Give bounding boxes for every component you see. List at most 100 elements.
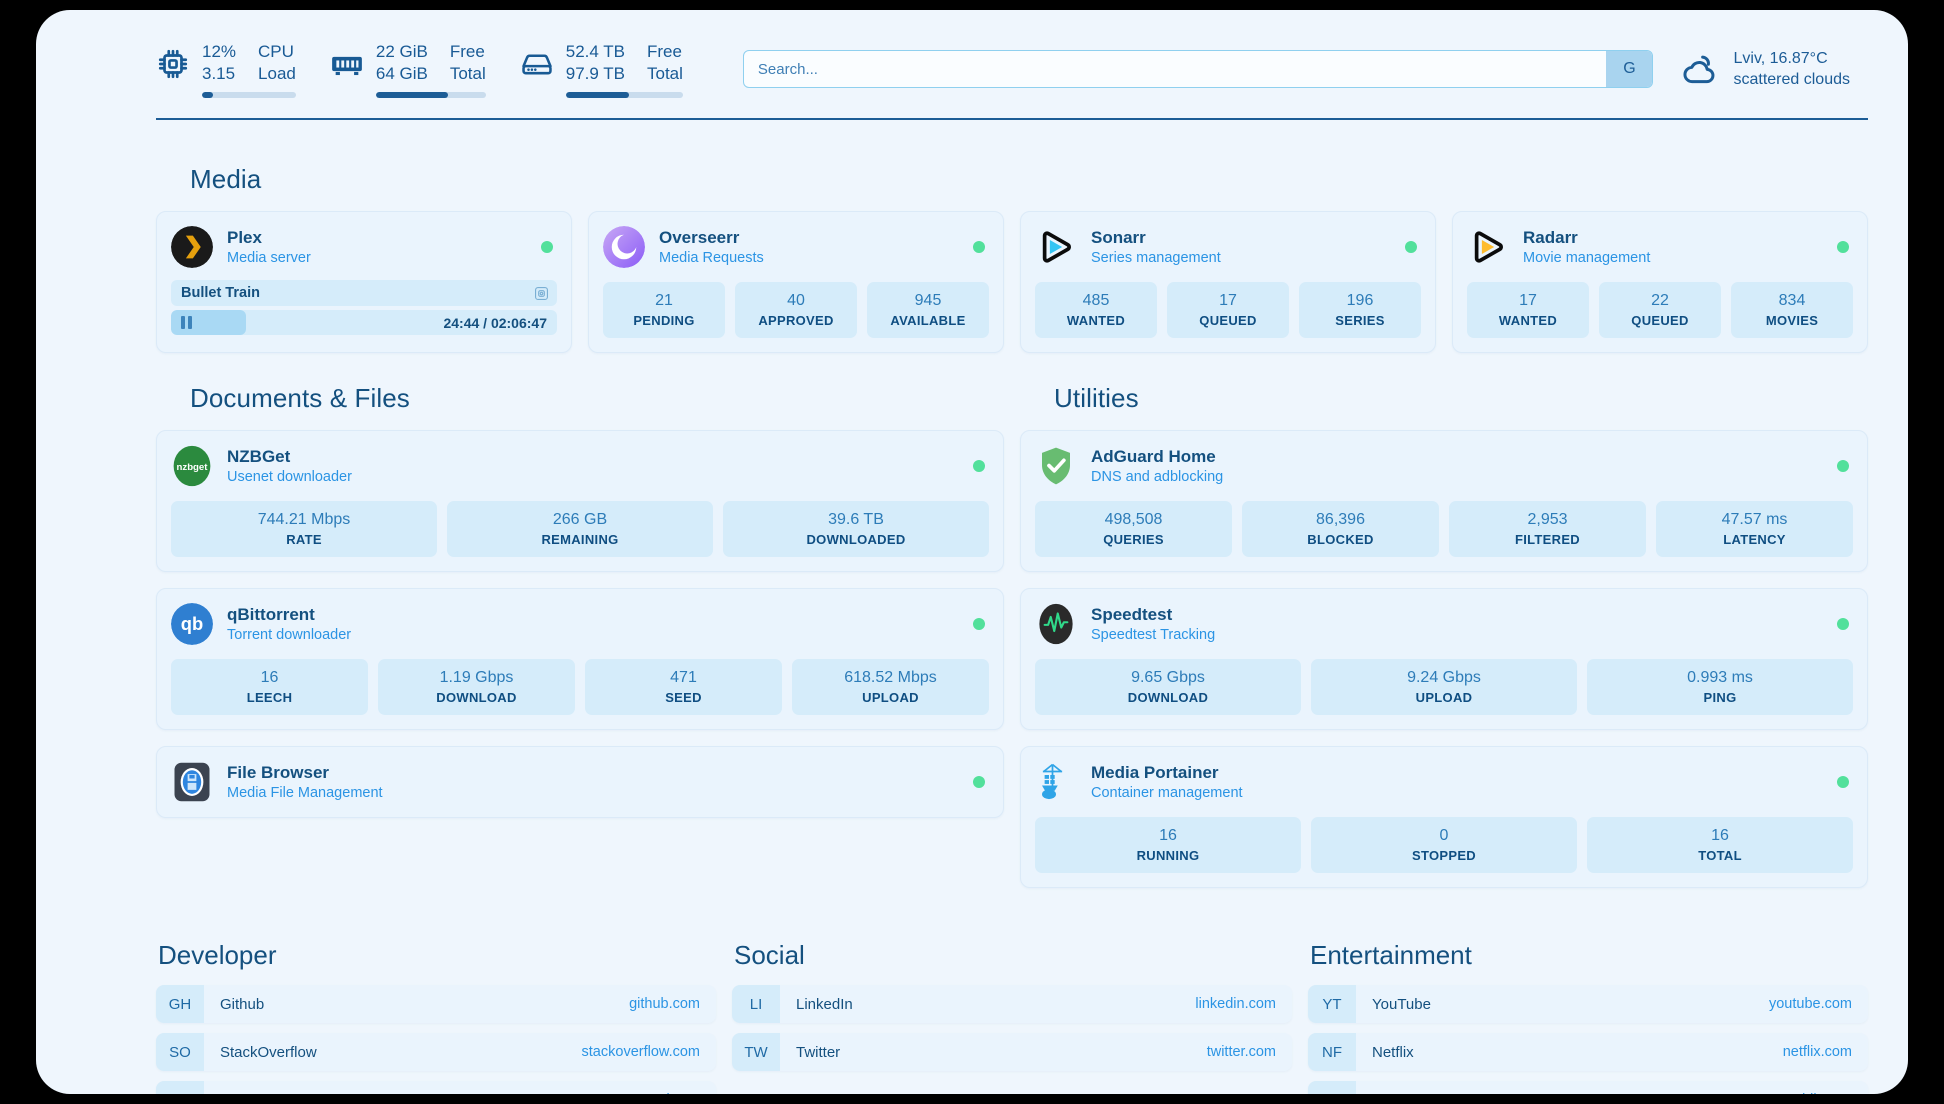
service-subtitle: Media File Management — [227, 784, 383, 801]
stat-tile[interactable]: 618.52 Mbps UPLOAD — [792, 659, 989, 715]
radarr-logo — [1467, 226, 1509, 268]
bookmark-item[interactable]: DTDEVdev.to — [156, 1081, 716, 1094]
search-submit-button[interactable]: G — [1606, 51, 1653, 87]
search-input[interactable] — [743, 51, 1607, 87]
stat-value: 618.52 Mbps — [844, 669, 937, 686]
pause-icon[interactable] — [181, 316, 192, 329]
stat-tile[interactable]: 0.993 ms PING — [1587, 659, 1853, 715]
stat-tile[interactable]: 22 QUEUED — [1599, 282, 1721, 338]
bookmark-badge: SO — [156, 1033, 204, 1071]
service-card[interactable]: Speedtest Speedtest Tracking 9.65 Gbps DOWN… — [1020, 588, 1868, 730]
stat-tile[interactable]: 744.21 Mbps RATE — [171, 501, 437, 557]
service-name: AdGuard Home — [1091, 446, 1216, 466]
search-box[interactable]: G — [742, 50, 1654, 88]
bookmark-label: YouTube — [1372, 995, 1431, 1013]
service-card[interactable]: Radarr Movie management 17 WANTED 22 QUEUED 83… — [1452, 211, 1868, 353]
stat-value: 21 — [655, 292, 673, 309]
stat-tile[interactable]: 1.19 Gbps DOWNLOAD — [378, 659, 575, 715]
stat-tile[interactable]: 266 GB REMAINING — [447, 501, 713, 557]
stat-label: WANTED — [1066, 313, 1126, 328]
stat-tile[interactable]: 21 PENDING — [603, 282, 725, 338]
dashboard-page: 12% 3.15 CPU Load — [36, 10, 1908, 1094]
stat-tile[interactable]: 0 STOPPED — [1311, 817, 1577, 873]
memory-total-label: Total — [449, 63, 486, 83]
bookmark-item[interactable]: SO StackOverflow stackoverflow.com — [156, 1033, 716, 1071]
service-card[interactable]: File Browser Media File Management — [156, 746, 1004, 818]
stat-value: 86,396 — [1316, 511, 1365, 528]
bookmark-item[interactable]: RERedditreddit.com — [1308, 1081, 1868, 1094]
stat-value: 16 — [260, 669, 279, 686]
service-card[interactable]: nzbget NZBGet Usenet downloader 744.21 Mbps… — [156, 430, 1004, 572]
stat-tile[interactable]: 16 TOTAL — [1587, 817, 1853, 873]
storage-total-value: 97.9 TB — [565, 63, 625, 83]
stat-label: SERIES — [1335, 313, 1385, 328]
service-card[interactable]: Sonarr Series management 485 WANTED 17 QUEUED… — [1020, 211, 1436, 353]
bookmark-item[interactable]: NF Netflix netflix.com — [1308, 1033, 1868, 1071]
section-title-utilities: Utilities — [1054, 383, 1139, 413]
stat-value: 22 — [1651, 292, 1669, 309]
stat-tile[interactable]: 16 RUNNING — [1035, 817, 1301, 873]
service-name: Sonarr — [1091, 227, 1146, 247]
stat-label: SEED — [665, 690, 702, 705]
bookmark-url: stackoverflow.com — [581, 1044, 700, 1060]
stat-tile[interactable]: 471 SEED — [585, 659, 782, 715]
stat-tile[interactable]: 485 WANTED — [1035, 282, 1157, 338]
bookmark-item[interactable]: YT YouTube youtube.com — [1308, 985, 1868, 1023]
stat-tile[interactable]: 39.6 TB DOWNLOADED — [723, 501, 989, 557]
stat-label: AVAILABLE — [890, 313, 966, 328]
bookmark-label: Twitter — [796, 1043, 841, 1061]
stat-label: STOPPED — [1412, 848, 1476, 863]
service-stats: 16 LEECH 1.19 Gbps DOWNLOAD 471 SEED 618.52 Mb… — [171, 659, 989, 715]
weather-widget: Lviv, 16.87°C scattered clouds — [1679, 48, 1868, 90]
memory-total-value: 64 GiB — [375, 63, 428, 83]
status-indicator-online — [1837, 618, 1849, 630]
cast-icon[interactable] — [534, 286, 549, 301]
stat-tile[interactable]: 9.65 Gbps DOWNLOAD — [1035, 659, 1301, 715]
bookmark-label: LinkedIn — [796, 995, 853, 1013]
stat-value: 196 — [1346, 292, 1374, 309]
bookmark-label: Github — [220, 995, 265, 1013]
stat-tile[interactable]: 16 LEECH — [171, 659, 368, 715]
stat-tile[interactable]: 47.57 ms LATENCY — [1656, 501, 1853, 557]
bookmark-item[interactable]: TW Twitter twitter.com — [732, 1033, 1292, 1071]
bookmark-item[interactable]: LI LinkedIn linkedin.com — [732, 985, 1292, 1023]
stat-label: UPLOAD — [862, 690, 919, 705]
storage-total-label: Total — [647, 63, 683, 83]
storage-usage-bar — [565, 91, 683, 98]
cpu-usage-bar — [202, 91, 296, 98]
now-playing-bar[interactable]: Bullet Train — [171, 280, 557, 306]
now-playing-title: Bullet Train — [181, 285, 260, 301]
stat-tile[interactable]: 17 WANTED — [1467, 282, 1589, 338]
stat-value: 2,953 — [1527, 511, 1568, 528]
cloud-icon — [1679, 48, 1721, 90]
stat-tile[interactable]: 9.24 Gbps UPLOAD — [1311, 659, 1577, 715]
media-card-grid: Plex Media server Bullet Train 24:44 / 02:0… — [156, 211, 1868, 353]
stat-value: 266 GB — [552, 511, 608, 528]
stat-tile[interactable]: 2,953 FILTERED — [1449, 501, 1646, 557]
service-stats: 21 PENDING 40 APPROVED 945 AVAILABLE — [603, 282, 989, 338]
disk-icon — [520, 47, 554, 81]
stat-tile[interactable]: 834 MOVIES — [1731, 282, 1853, 338]
service-card[interactable]: Plex Media server Bullet Train 24:44 / 02:0… — [156, 211, 572, 353]
bookmark-label: Netflix — [1372, 1043, 1414, 1061]
stat-value: 0.993 ms — [1687, 669, 1753, 686]
bookmark-label: DEV — [204, 1092, 662, 1095]
service-card[interactable]: qb qBittorrent Torrent downloader 16 LEECH 1.… — [156, 588, 1004, 730]
service-card[interactable]: Media Portainer Container management 16 RUN… — [1020, 746, 1868, 888]
stat-label: RUNNING — [1136, 848, 1200, 863]
service-card[interactable]: AdGuard Home DNS and adblocking 498,508 QUE… — [1020, 430, 1868, 572]
stat-value: 47.57 ms — [1721, 511, 1788, 528]
stat-tile[interactable]: 86,396 BLOCKED — [1242, 501, 1439, 557]
stat-tile[interactable]: 17 QUEUED — [1167, 282, 1289, 338]
stat-tile[interactable]: 40 APPROVED — [735, 282, 857, 338]
stat-tile[interactable]: 945 AVAILABLE — [867, 282, 989, 338]
bookmark-url: twitter.com — [1206, 1044, 1276, 1060]
bookmark-item[interactable]: GH Github github.com — [156, 985, 716, 1023]
bookmark-badge: GH — [156, 985, 204, 1023]
stat-tile[interactable]: 498,508 QUERIES — [1035, 501, 1232, 557]
service-card-header: Media Portainer Container management — [1035, 761, 1853, 803]
service-card[interactable]: Overseerr Media Requests 21 PENDING 40 APPROV… — [588, 211, 1004, 353]
playback-progress-bar[interactable]: 24:44 / 02:06:47 — [171, 310, 557, 335]
bookmarks-section: Developer GH Github github.com SO StackOverfl… — [156, 940, 1868, 1094]
stat-tile[interactable]: 196 SERIES — [1299, 282, 1421, 338]
